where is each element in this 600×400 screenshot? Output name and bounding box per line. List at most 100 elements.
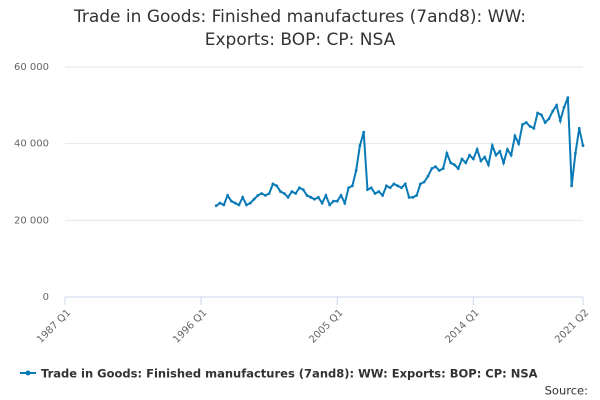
data-point: [316, 195, 320, 199]
y-tick-label: 40 000: [14, 139, 49, 150]
x-tick-label: 2021 Q2: [553, 307, 591, 345]
y-tick-label: 20 000: [14, 215, 49, 226]
data-point: [471, 157, 475, 161]
data-point: [233, 201, 237, 205]
data-point: [449, 161, 453, 165]
data-point: [294, 192, 298, 195]
x-tick-label: 1987 Q1: [35, 307, 73, 345]
data-point: [229, 199, 233, 203]
data-point: [305, 194, 309, 197]
data-point: [286, 195, 290, 199]
data-point: [260, 192, 264, 195]
data-point: [468, 153, 471, 157]
data-point: [528, 125, 532, 128]
data-point: [445, 151, 449, 155]
data-point: [555, 103, 558, 107]
data-point: [362, 130, 366, 134]
data-point: [581, 144, 585, 147]
data-point: [252, 197, 256, 201]
data-point: [373, 192, 377, 195]
data-point: [426, 174, 430, 178]
data-point: [366, 188, 369, 192]
data-point: [540, 113, 543, 117]
data-point: [320, 201, 324, 205]
data-point: [407, 195, 411, 199]
data-point: [505, 148, 509, 151]
x-tick-label: 2014 Q1: [443, 307, 481, 345]
data-point: [460, 157, 464, 161]
data-point: [479, 159, 483, 163]
source: Source:: [545, 384, 588, 398]
data-point: [384, 184, 388, 188]
data-point: [422, 180, 426, 184]
data-point: [222, 203, 226, 207]
data-point: [543, 121, 547, 124]
data-point: [241, 195, 245, 199]
data-point: [377, 190, 381, 193]
data-point: [415, 194, 419, 197]
data-point: [339, 194, 343, 197]
data-point: [301, 188, 305, 192]
data-point: [456, 167, 460, 170]
data-point: [226, 194, 229, 197]
data-point: [453, 163, 456, 167]
data-point: [388, 186, 392, 190]
data-point: [324, 194, 328, 197]
data-point: [369, 186, 373, 190]
data-point: [437, 169, 441, 172]
data-point: [551, 109, 555, 113]
data-point: [483, 155, 487, 159]
data-point: [381, 194, 385, 197]
data-point: [298, 186, 301, 190]
data-point: [502, 161, 505, 165]
data-point: [400, 186, 403, 190]
data-point: [263, 194, 267, 197]
data-point: [487, 163, 490, 167]
data-point: [343, 201, 347, 205]
data-point: [475, 148, 479, 151]
data-point: [396, 184, 400, 188]
data-point: [490, 144, 494, 147]
data-point: [335, 199, 339, 203]
data-point: [271, 182, 275, 186]
data-point: [532, 126, 536, 130]
data-point: [517, 142, 521, 146]
x-tick-label: 1996 Q1: [171, 307, 209, 345]
data-point: [403, 182, 407, 186]
data-point: [464, 161, 468, 165]
data-point: [256, 194, 260, 197]
data-point: [392, 182, 396, 186]
legend-marker: [25, 370, 31, 376]
data-point: [441, 167, 445, 170]
data-point: [313, 197, 316, 201]
data-point: [513, 134, 517, 138]
data-point: [562, 105, 566, 109]
data-point: [328, 203, 332, 207]
data-point: [574, 151, 577, 155]
data-point: [430, 167, 434, 170]
data-point: [354, 169, 358, 172]
data-point: [248, 201, 252, 205]
y-tick-label: 60 000: [14, 62, 49, 73]
data-point: [275, 184, 279, 188]
data-point: [358, 144, 362, 147]
y-tick-label: 0: [43, 292, 49, 303]
series-line: [215, 97, 584, 207]
data-point: [214, 204, 218, 208]
data-point: [411, 195, 415, 199]
data-point: [524, 121, 528, 124]
data-point: [577, 126, 581, 130]
data-point: [509, 153, 513, 157]
x-tick-label: 2005 Q1: [307, 307, 345, 345]
data-point: [309, 195, 313, 199]
data-point: [521, 123, 524, 126]
data-point: [282, 192, 286, 195]
data-point: [332, 199, 335, 203]
data-point: [347, 186, 350, 190]
data-point: [434, 165, 437, 169]
data-point: [237, 203, 241, 207]
data-point: [494, 153, 498, 157]
data-point: [290, 190, 294, 193]
